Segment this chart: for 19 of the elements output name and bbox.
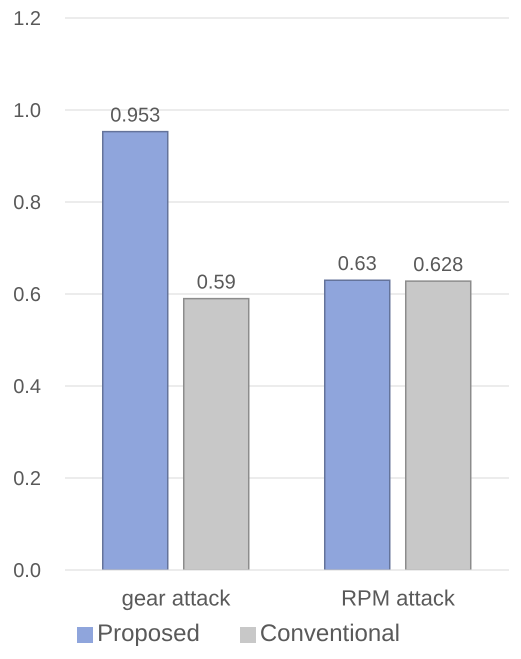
y-tick-label: 0.8 — [13, 192, 41, 214]
bar — [404, 280, 472, 570]
data-label: 0.953 — [110, 104, 160, 127]
y-tick-label: 1.2 — [13, 8, 41, 30]
bar — [102, 130, 168, 570]
y-tick-label: 0.6 — [13, 284, 41, 306]
data-label: 0.59 — [196, 272, 236, 294]
bar — [324, 279, 390, 570]
y-tick-label: 1.0 — [13, 100, 41, 122]
y-tick-label: 0.4 — [13, 376, 41, 398]
x-tick-label: RPM attack — [341, 586, 456, 611]
data-label: 0.628 — [413, 254, 464, 276]
y-tick-label: 0.2 — [13, 468, 41, 490]
y-tick-label: 0.0 — [13, 560, 41, 582]
bar — [182, 298, 250, 570]
legend-label: Proposed — [97, 620, 200, 647]
data-label: 0.63 — [338, 253, 377, 276]
legend-label: Conventional — [260, 620, 400, 647]
x-tick-label: gear attack — [122, 586, 232, 611]
